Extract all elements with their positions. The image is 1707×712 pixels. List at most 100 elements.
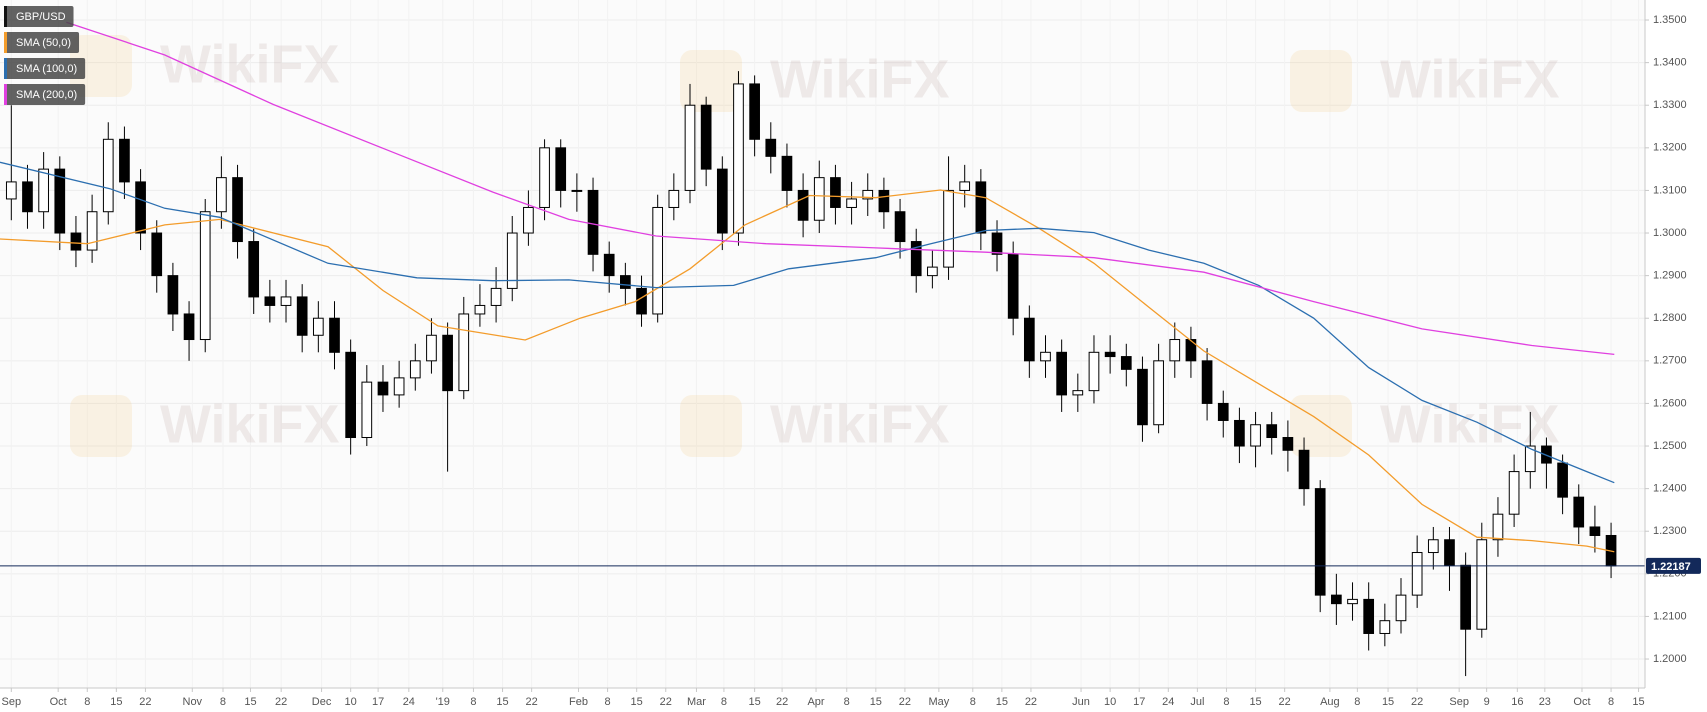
y-tick-label: 1.2900 (1653, 270, 1687, 282)
legend-box (4, 84, 86, 105)
x-tick-label: 17 (1133, 696, 1145, 708)
watermark-icon (1290, 395, 1352, 457)
x-tick-label: 22 (660, 696, 672, 708)
candle-body (1282, 437, 1294, 451)
x-tick-label: Dec (312, 696, 332, 708)
x-tick-label: 15 (244, 696, 256, 708)
watermark-icon (70, 35, 132, 97)
candle-body (1056, 351, 1068, 396)
candle-body (377, 381, 389, 396)
y-tick-label: 1.2600 (1653, 397, 1687, 409)
candle-body (1379, 620, 1391, 634)
candle-body (232, 177, 243, 243)
legend-item: GBP/USD (4, 6, 74, 27)
watermark: WikiFX (1380, 394, 1560, 454)
candle-body (781, 155, 793, 191)
candle-body (862, 189, 874, 200)
candle-body (700, 104, 712, 170)
candle-body (1234, 419, 1245, 447)
x-tick-label: Sep (2, 696, 22, 708)
candle-body (927, 266, 938, 277)
legend-label: SMA (100,0) (16, 63, 77, 75)
x-tick-label: 15 (1382, 696, 1394, 708)
x-tick-label: 15 (110, 696, 122, 708)
x-tick-label: 10 (1104, 696, 1116, 708)
candle-body (135, 181, 146, 234)
watermark-icon (1290, 50, 1352, 112)
candle-body (959, 181, 971, 191)
candle-body (329, 317, 340, 353)
candle-body (1298, 449, 1310, 490)
candle-body (571, 189, 583, 192)
candle-body (361, 381, 373, 439)
legend-label: SMA (50,0) (16, 37, 71, 49)
watermark: WikiFX (1380, 49, 1560, 109)
candle-body (1331, 594, 1342, 605)
watermark: WikiFX (160, 394, 340, 454)
watermark: WikiFX (770, 394, 950, 454)
candle-body (22, 181, 33, 213)
candle-body (102, 138, 114, 213)
x-tick-label: 9 (1484, 696, 1490, 708)
candle-body (846, 198, 857, 208)
watermark-icon (680, 395, 742, 457)
legend-swatch (4, 84, 7, 105)
x-tick-label: 22 (899, 696, 911, 708)
candle-body (539, 147, 550, 208)
candle-body (119, 138, 130, 183)
x-tick-label: 17 (372, 696, 384, 708)
candle-body (1201, 360, 1213, 404)
legend-box (4, 58, 86, 79)
x-tick-label: 23 (1539, 696, 1551, 708)
candle-body (1153, 360, 1164, 426)
x-tick-label: Feb (569, 696, 588, 708)
x-tick-label: 16 (1511, 696, 1523, 708)
y-tick-label: 1.2500 (1653, 440, 1687, 452)
candle-body (490, 287, 502, 306)
x-tick-label: 24 (403, 696, 415, 708)
candle-body (1476, 539, 1488, 630)
candle-body (991, 232, 1003, 255)
x-tick-label: 15 (996, 696, 1008, 708)
y-tick-label: 1.3400 (1653, 57, 1687, 69)
legend-label: SMA (200,0) (16, 89, 77, 101)
candle-body (1524, 445, 1536, 473)
watermark: WikiFX (770, 49, 950, 109)
candle-body (312, 317, 324, 336)
x-tick-label: 8 (1608, 696, 1614, 708)
candle-body (1395, 594, 1407, 622)
candle-body (1007, 253, 1019, 319)
x-tick-label: 8 (84, 696, 90, 708)
candle-body (458, 313, 470, 392)
y-tick-label: 1.2700 (1653, 355, 1687, 367)
candle-body (797, 189, 809, 221)
candle-body (878, 189, 890, 213)
legend-item: SMA (100,0) (4, 58, 86, 79)
candle-body (1589, 526, 1601, 536)
candle-body (587, 189, 599, 255)
grid (0, 19, 1645, 660)
candle-body (345, 351, 357, 439)
x-tick-label: '19 (436, 696, 450, 708)
candle-body (1169, 339, 1181, 362)
candle-body (1411, 552, 1423, 596)
candle-body (684, 104, 696, 191)
x-tick-label: Jul (1190, 696, 1204, 708)
candle-body (151, 232, 163, 277)
candle-body (1072, 390, 1084, 396)
y-tick-label: 1.2300 (1653, 525, 1687, 537)
y-tick-label: 1.3500 (1653, 14, 1687, 26)
candle-body (749, 83, 760, 140)
sma-line (0, 189, 1615, 553)
x-tick-label: 8 (1223, 696, 1229, 708)
candle-body (716, 168, 728, 234)
legend-label: GBP/USD (16, 11, 66, 23)
legend-swatch (4, 58, 7, 79)
candle-body (1492, 513, 1504, 541)
y-tick-label: 1.2400 (1653, 483, 1687, 495)
candle-body (636, 287, 647, 315)
candle-body (943, 189, 954, 268)
x-tick-label: Apr (807, 696, 824, 708)
candle-body (1023, 317, 1035, 362)
